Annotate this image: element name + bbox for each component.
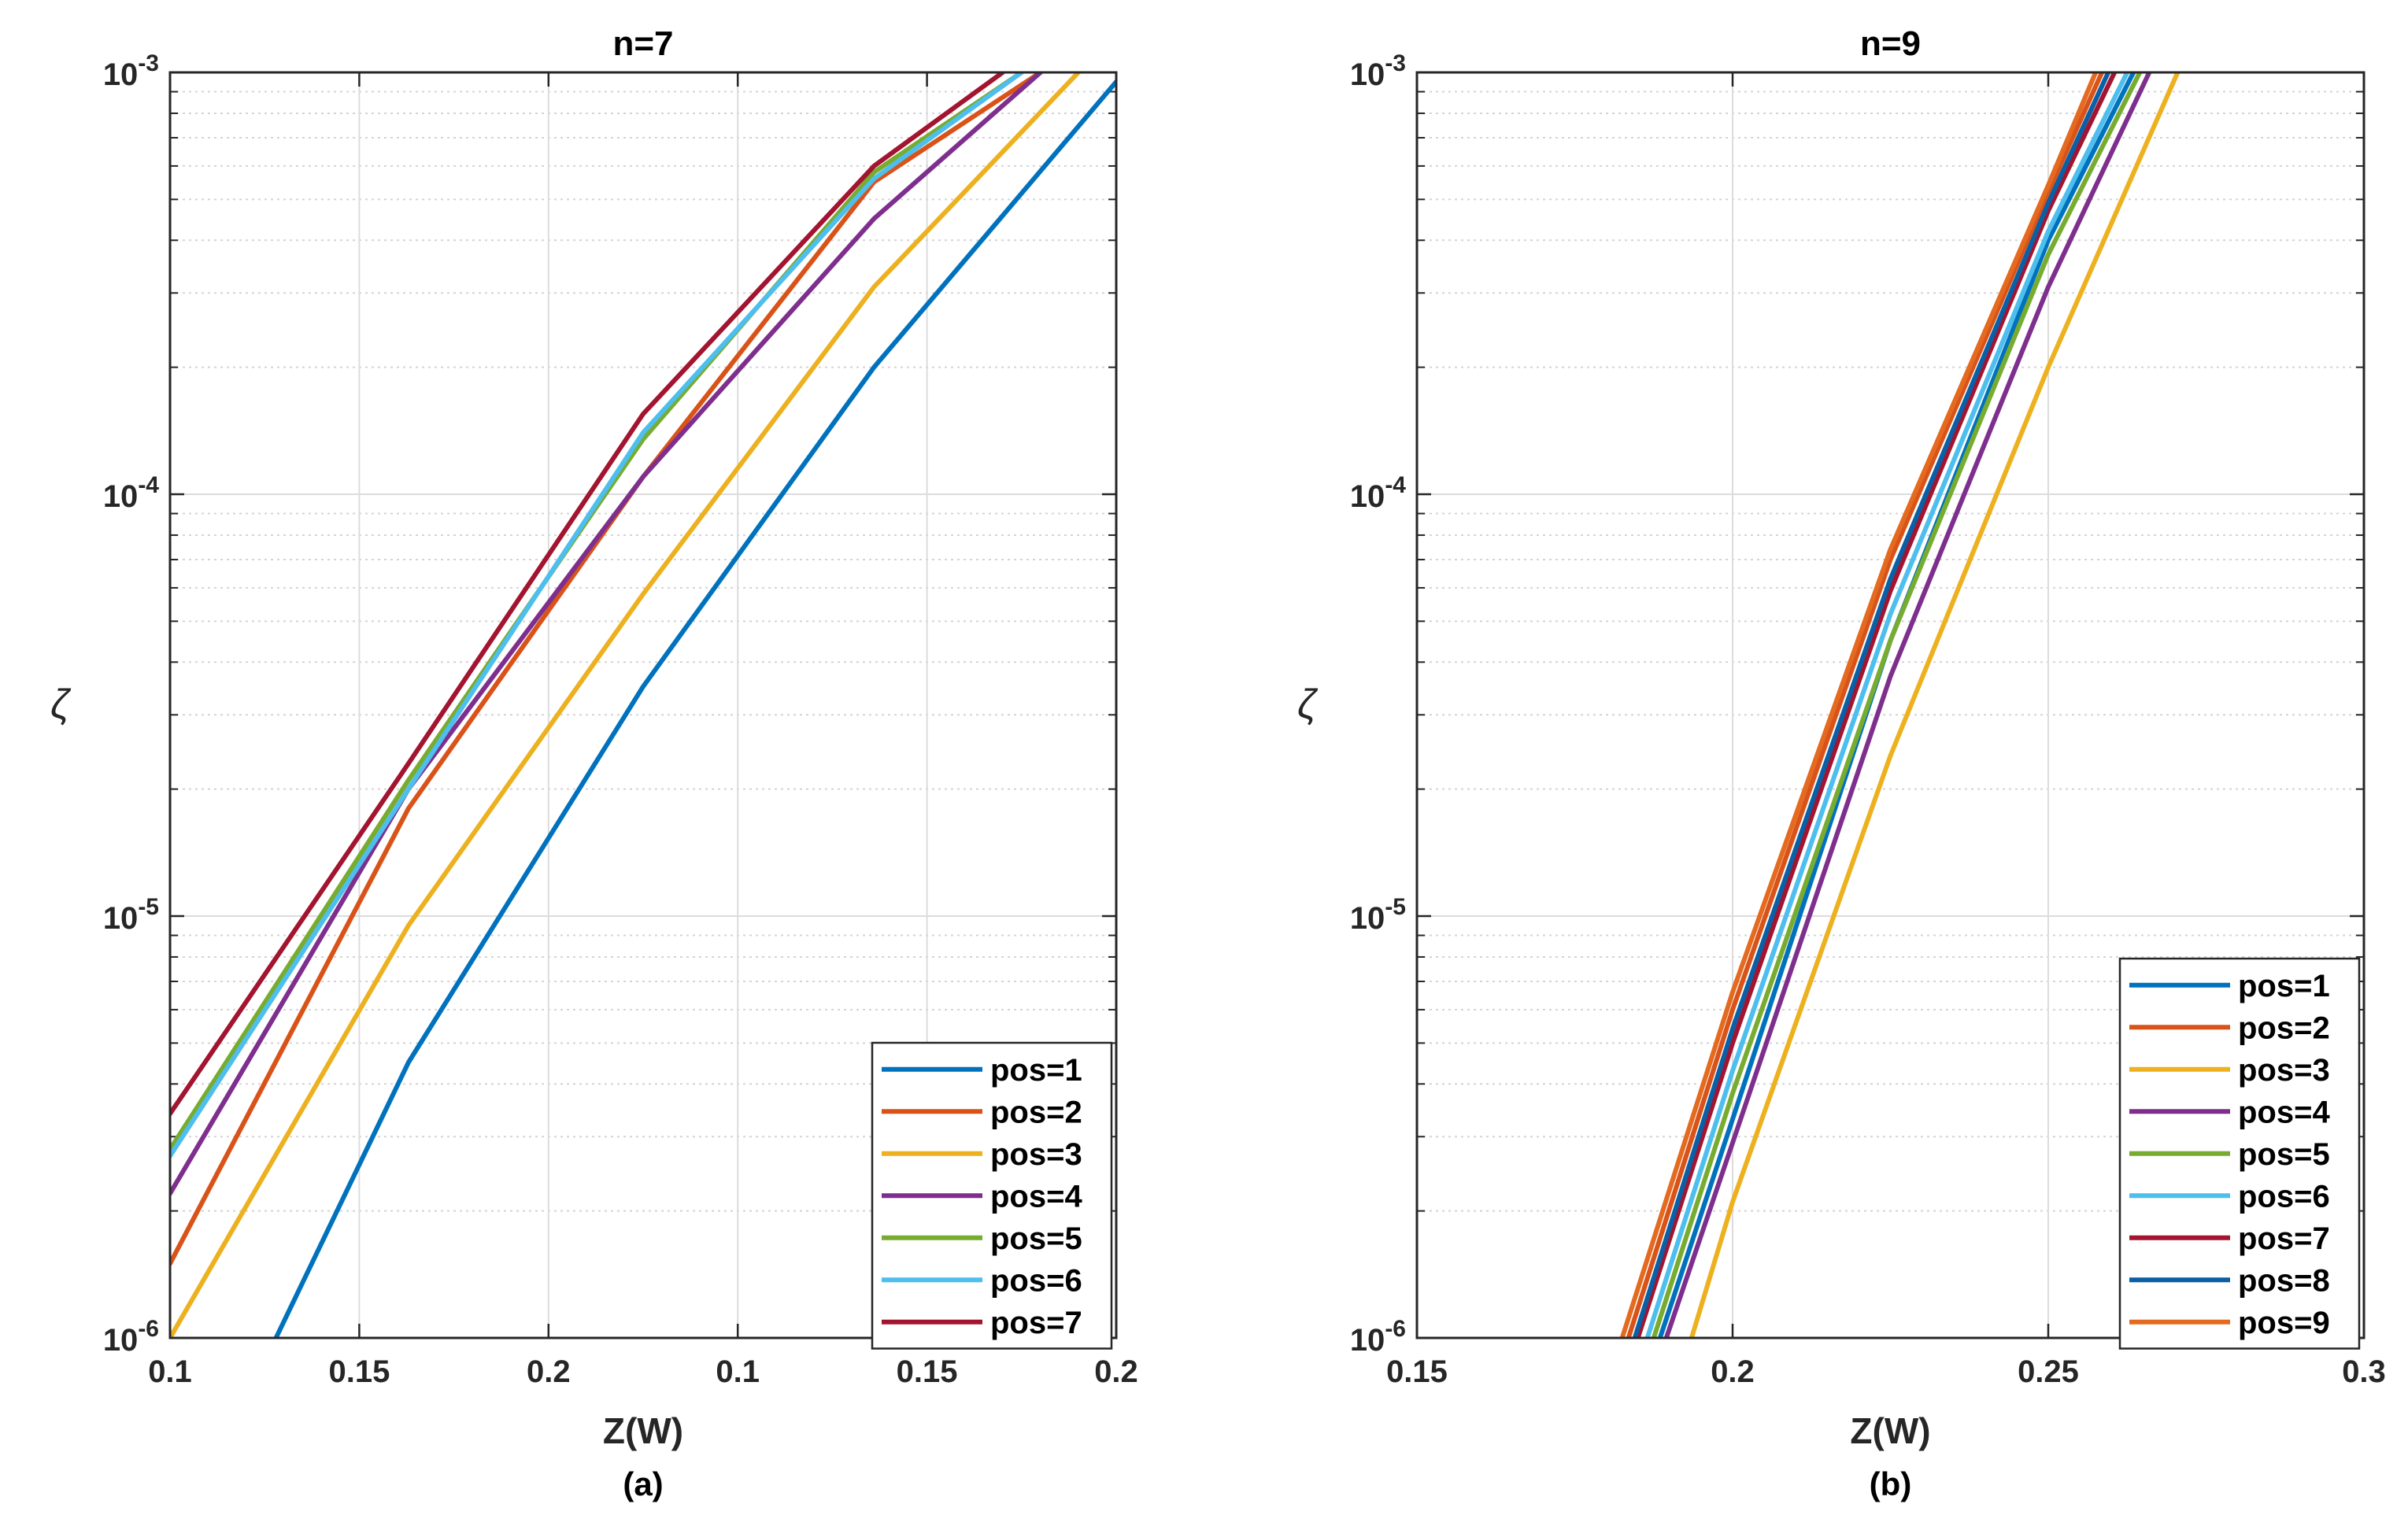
x-tick-label: 0.1 (716, 1354, 760, 1389)
chart-panel-a: 10-6 10-5 10-4 10-3 0.1 0.15 0.2 0.1 0.15 0.2 n=7 Z… (50, 24, 1138, 1502)
legend-label: pos=3 (990, 1137, 1082, 1172)
y-tick-label: 10-6 (1350, 1316, 1406, 1358)
legend-label: pos=1 (990, 1053, 1082, 1088)
y-tick-label: 10-4 (103, 472, 159, 514)
legend-label: pos=9 (2238, 1306, 2330, 1340)
series-line-pos=7 (170, 72, 1005, 1117)
axes-box (1415, 71, 2365, 1339)
x-tick-label: 0.2 (1094, 1354, 1138, 1389)
legend-label: pos=5 (2238, 1137, 2330, 1172)
y-tick-label: 10-3 (1350, 50, 1406, 92)
x-tick-label: 0.25 (2018, 1354, 2079, 1389)
legend-label: pos=6 (990, 1263, 1082, 1298)
series-line-pos=7 (1635, 72, 2118, 1338)
axes-box (168, 71, 1118, 1339)
series-lines (1619, 72, 2181, 1338)
legend-label: pos=4 (2238, 1095, 2330, 1129)
legend-label: pos=1 (2238, 969, 2330, 1003)
series-line-pos=1 (273, 79, 1116, 1338)
x-tick-label: 0.15 (328, 1354, 390, 1389)
series-line-pos=6 (170, 72, 1024, 1158)
y-tick-label: 10-3 (103, 50, 159, 92)
y-axis-label: ζ (1297, 682, 1319, 727)
legend: pos=1 pos=2 pos=3 pos=4 pos=5 pos=6 pos=7 pos=8… (2118, 957, 2361, 1350)
legend-label: pos=7 (990, 1306, 1082, 1340)
series-line-pos=5 (1651, 72, 2143, 1338)
x-axis-label: Z(W) (1850, 1410, 1930, 1451)
y-axis-label: ζ (50, 682, 72, 727)
x-tick-label: 0.15 (897, 1354, 958, 1389)
series-line-pos=3 (170, 72, 1081, 1338)
x-tick-label: 0.3 (2342, 1354, 2386, 1389)
legend-label: pos=7 (2238, 1221, 2330, 1256)
panel-label: (b) (1870, 1465, 1912, 1502)
series-line-pos=4 (1663, 72, 2152, 1338)
chart-panel-b: 10-6 10-5 10-4 10-3 0.15 0.2 0.25 0.3 n=9 Z(W) (b)… (1297, 24, 2386, 1502)
legend-label: pos=4 (990, 1179, 1082, 1214)
legend-label: pos=2 (990, 1095, 1082, 1129)
y-tick-label: 10-5 (103, 894, 159, 936)
x-axis-label: Z(W) (603, 1410, 683, 1451)
x-tick-label: 0.15 (1386, 1354, 1448, 1389)
series-lines (170, 72, 1116, 1338)
legend-label: pos=2 (2238, 1011, 2330, 1045)
series-line-pos=6 (1644, 72, 2130, 1338)
legend-label: pos=6 (2238, 1179, 2330, 1214)
legend-label: pos=8 (2238, 1263, 2330, 1298)
series-line-pos=9 (1619, 72, 2099, 1338)
chart-title: n=7 (612, 24, 673, 63)
x-tick-label: 0.1 (148, 1354, 192, 1389)
series-line-pos=8 (1632, 72, 2111, 1338)
y-tick-label: 10-6 (103, 1316, 159, 1358)
chart-title: n=9 (1860, 24, 1921, 63)
series-line-pos=3 (1689, 72, 2181, 1338)
legend-label: pos=3 (2238, 1053, 2330, 1088)
y-tick-label: 10-4 (1350, 472, 1406, 514)
series-line-pos=2 (1626, 72, 2105, 1338)
series-line-pos=5 (170, 72, 1024, 1152)
legend: pos=1 pos=2 pos=3 pos=4 pos=5 pos=6 pos=7 (871, 1041, 1113, 1350)
panel-label: (a) (623, 1465, 663, 1502)
series-line-pos=4 (170, 72, 1043, 1196)
y-tick-label: 10-5 (1350, 894, 1406, 936)
x-tick-label: 0.2 (527, 1354, 571, 1389)
x-tick-label: 0.2 (1711, 1354, 1755, 1389)
legend-label: pos=5 (990, 1221, 1082, 1256)
